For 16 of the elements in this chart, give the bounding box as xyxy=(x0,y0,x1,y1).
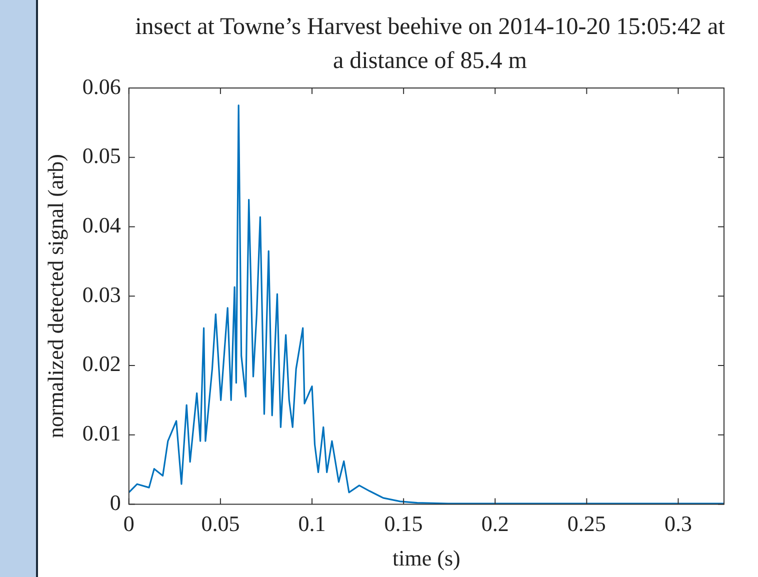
y-tick-label: 0 xyxy=(110,490,121,515)
x-tick-label: 0.15 xyxy=(384,511,423,536)
x-tick-label: 0.3 xyxy=(664,511,692,536)
y-tick-label: 0.04 xyxy=(82,212,121,238)
y-axis-title: normalized detected signal (arb) xyxy=(42,154,68,438)
y-tick-label: 0.06 xyxy=(82,74,121,99)
x-tick-label: 0.25 xyxy=(567,511,606,536)
x-tick-label: 0.2 xyxy=(481,511,509,536)
y-tick-label: 0.01 xyxy=(82,420,121,446)
y-tick-label: 0.02 xyxy=(82,351,121,376)
x-tick-label: 0.05 xyxy=(201,511,240,536)
x-tick-label: 0.1 xyxy=(298,511,326,536)
y-tick-label: 0.03 xyxy=(82,282,121,307)
y-tick-label: 0.05 xyxy=(82,143,121,168)
x-axis-title: time (s) xyxy=(392,546,460,571)
chart-title: insect at Towne’s Harvest beehive on 2014-10-20 15:05:42 at a distance of 85.4 m xyxy=(134,13,726,76)
